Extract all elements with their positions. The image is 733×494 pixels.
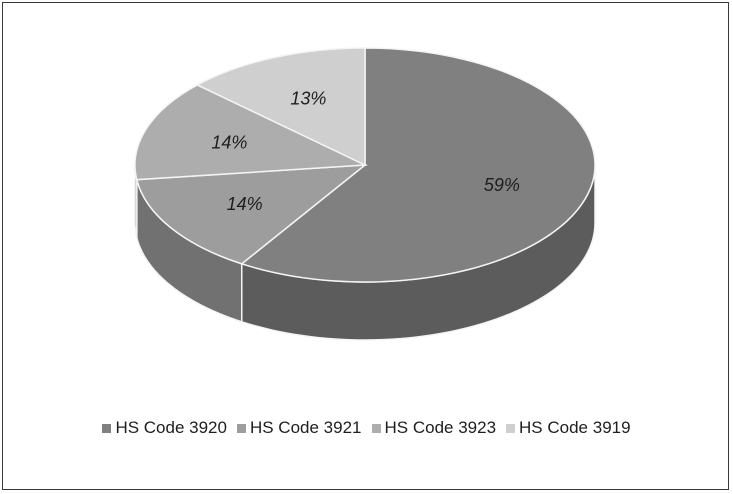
legend-item-hs-code-3919: HS Code 3919 [506,418,631,438]
pie-slice-hs-code-3921 [135,164,368,265]
legend-item-hs-code-3921: HS Code 3921 [236,418,362,438]
pie-slice-hs-code-3923 [134,84,368,181]
legend-label: HS Code 3921 [249,418,362,437]
legend-item-hs-code-3920: HS Code 3920 [102,418,227,438]
legend-swatch [371,423,381,433]
legend: HS Code 3920 HS Code 3921 HS Code 3923 HS C… [0,418,733,438]
data-label-hs-code-3920: 59% [484,175,520,195]
pie-slice-hs-code-3919 [195,47,366,167]
legend-swatch [236,423,246,433]
data-label-hs-code-3921: 14% [227,194,263,214]
legend-label: HS Code 3920 [115,418,227,437]
pie-data-labels: 59% 14% 14% 13% [211,88,520,213]
pie-slices [134,47,596,283]
legend-swatch [102,423,112,433]
data-label-hs-code-3923: 14% [211,133,247,153]
pie-slice-hs-code-3920 [240,47,596,283]
legend-swatch [506,423,516,433]
legend-item-hs-code-3923: HS Code 3923 [371,418,497,438]
legend-label: HS Code 3923 [384,418,497,437]
legend-label: HS Code 3919 [519,418,631,437]
data-label-hs-code-3919: 13% [290,88,326,108]
